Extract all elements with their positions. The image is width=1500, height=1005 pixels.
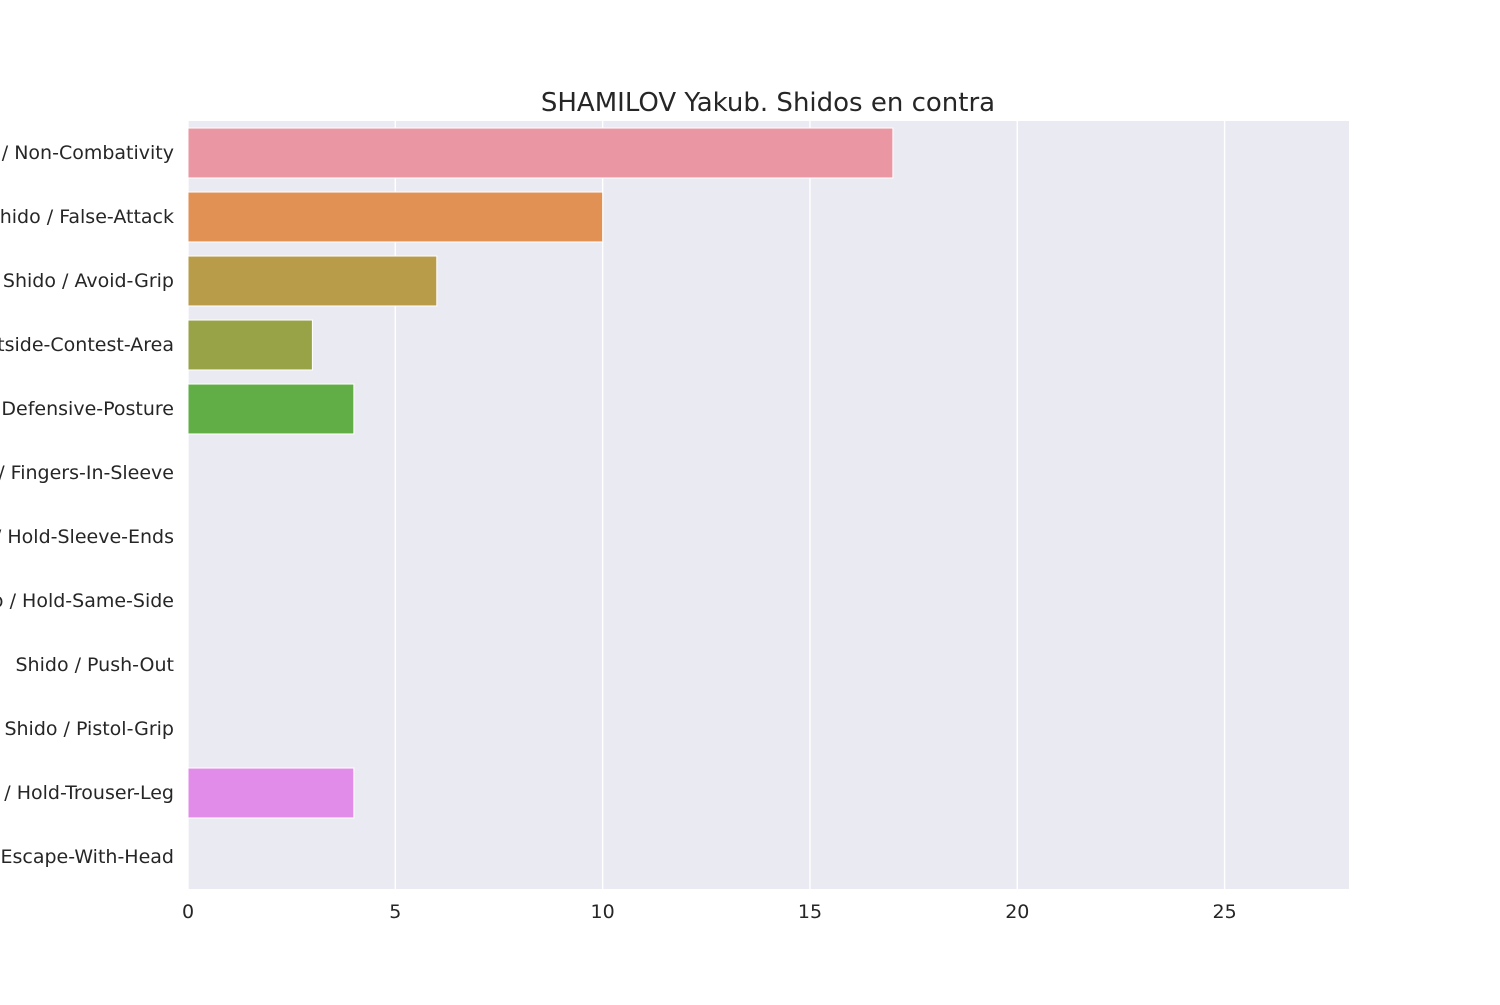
- bar: [187, 255, 438, 307]
- bar: [187, 319, 313, 371]
- y-tick-label: Shido / Outside-Contest-Area: [0, 334, 174, 356]
- y-tick-label: Shido / Non-Combativity: [0, 142, 174, 164]
- y-tick-label: Shido / Fingers-In-Sleeve: [0, 462, 174, 484]
- x-tick-label: 20: [1005, 901, 1029, 923]
- y-tick-label: Shido / Avoid-Grip: [3, 270, 174, 292]
- x-tick-label: 25: [1213, 901, 1237, 923]
- x-tick-label: 15: [798, 901, 822, 923]
- y-tick-label: Shido / False-Attack: [0, 206, 174, 228]
- y-tick-label: Shido / Hold-Same-Side: [0, 590, 174, 612]
- x-tick-label: 5: [389, 901, 401, 923]
- plot-area-background: [188, 121, 1349, 889]
- bar: [187, 127, 894, 179]
- y-tick-label: Shido / Defensive-Posture: [0, 398, 174, 420]
- chart-title: SHAMILOV Yakub. Shidos en contra: [541, 88, 995, 118]
- y-tick-label: Shido / Pistol-Grip: [4, 718, 174, 740]
- x-tick-label: 10: [591, 901, 615, 923]
- x-tick-label: 0: [182, 901, 194, 923]
- bar: [187, 383, 355, 435]
- y-tick-label: Shido / Escape-With-Head: [0, 846, 174, 868]
- y-tick-label: Shido / Push-Out: [16, 654, 175, 676]
- bar: [187, 767, 355, 819]
- y-tick-label: Shido / Hold-Trouser-Leg: [0, 782, 174, 804]
- y-tick-label: Shido / Hold-Sleeve-Ends: [0, 526, 174, 548]
- bar: [187, 191, 604, 243]
